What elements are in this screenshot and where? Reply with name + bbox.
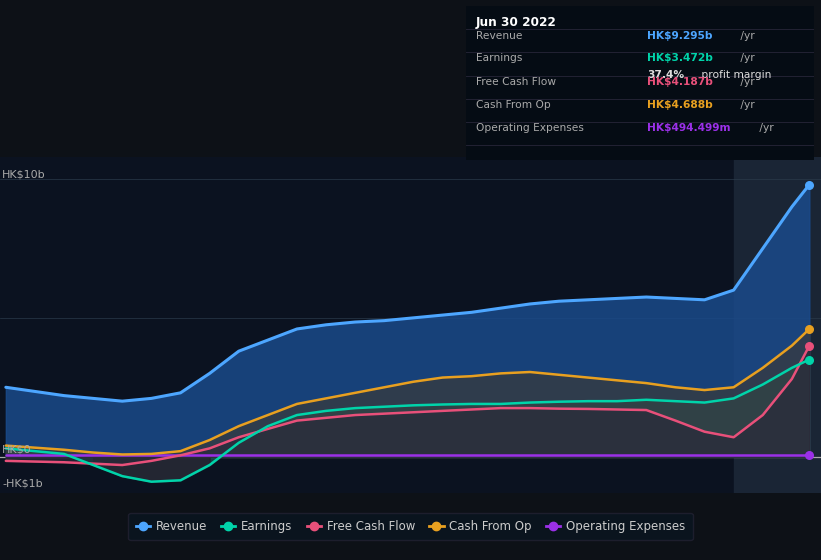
Text: Revenue: Revenue <box>476 31 522 41</box>
Text: Jun 30 2022: Jun 30 2022 <box>476 16 557 29</box>
Text: Earnings: Earnings <box>476 53 522 63</box>
Text: Free Cash Flow: Free Cash Flow <box>476 77 556 87</box>
Bar <box>734 157 821 493</box>
Text: -HK$1b: -HK$1b <box>2 479 43 489</box>
Point <box>803 324 816 333</box>
Text: HK$10b: HK$10b <box>2 169 46 179</box>
Text: /yr: /yr <box>736 53 754 63</box>
Text: HK$4.187b: HK$4.187b <box>647 77 713 87</box>
Bar <box>0 157 734 493</box>
Legend: Revenue, Earnings, Free Cash Flow, Cash From Op, Operating Expenses: Revenue, Earnings, Free Cash Flow, Cash … <box>128 513 693 540</box>
Text: HK$9.295b: HK$9.295b <box>647 31 713 41</box>
Text: Operating Expenses: Operating Expenses <box>476 123 584 133</box>
Text: HK$0: HK$0 <box>2 445 32 455</box>
Point <box>803 355 816 364</box>
Point <box>803 450 816 459</box>
Text: HK$4.688b: HK$4.688b <box>647 100 713 110</box>
Text: HK$3.472b: HK$3.472b <box>647 53 713 63</box>
Text: /yr: /yr <box>736 77 754 87</box>
Point <box>803 341 816 350</box>
Point <box>803 180 816 189</box>
Text: HK$494.499m: HK$494.499m <box>647 123 731 133</box>
Text: Cash From Op: Cash From Op <box>476 100 551 110</box>
Text: 37.4%: 37.4% <box>647 69 684 80</box>
Text: /yr: /yr <box>736 100 754 110</box>
Text: /yr: /yr <box>756 123 774 133</box>
Text: /yr: /yr <box>736 31 754 41</box>
Text: profit margin: profit margin <box>698 69 771 80</box>
